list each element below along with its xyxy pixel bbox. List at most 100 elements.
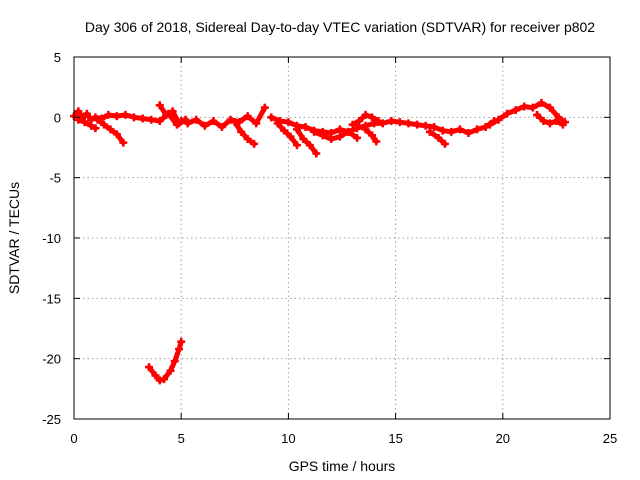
data-point bbox=[374, 116, 383, 125]
data-point bbox=[404, 119, 413, 128]
data-point bbox=[503, 109, 512, 118]
data-point bbox=[100, 120, 109, 129]
data-point bbox=[301, 122, 310, 131]
data-point bbox=[539, 116, 548, 125]
data-point bbox=[104, 110, 113, 119]
x-tick-label: 0 bbox=[70, 431, 77, 446]
data-point bbox=[312, 149, 321, 158]
data-point bbox=[252, 119, 261, 128]
x-axis-tick-labels: 0 5 10 15 20 25 bbox=[70, 431, 617, 446]
data-point bbox=[533, 110, 542, 119]
y-tick-label: -25 bbox=[42, 412, 61, 427]
data-point bbox=[310, 127, 319, 136]
data-point bbox=[91, 124, 100, 133]
data-point bbox=[106, 125, 115, 134]
data-point bbox=[147, 115, 156, 124]
x-tick-label: 5 bbox=[178, 431, 185, 446]
data-point bbox=[112, 112, 121, 121]
y-axis-title: SDTVAR / TECUs bbox=[6, 182, 22, 294]
data-point bbox=[327, 135, 336, 144]
data-point bbox=[192, 115, 201, 124]
series-line-arc-8 bbox=[275, 120, 300, 148]
data-point bbox=[344, 127, 353, 136]
data-point bbox=[348, 120, 357, 129]
data-point bbox=[558, 120, 567, 129]
series-line-arc-6 bbox=[232, 119, 257, 147]
data-point bbox=[545, 119, 554, 128]
data-point bbox=[119, 138, 128, 147]
data-point bbox=[237, 127, 246, 136]
data-point bbox=[447, 127, 456, 136]
data-point bbox=[434, 133, 443, 142]
y-tick-label: -5 bbox=[49, 171, 61, 186]
data-point bbox=[413, 120, 422, 129]
data-point bbox=[162, 110, 171, 119]
data-point bbox=[138, 114, 147, 123]
data-point bbox=[335, 125, 344, 134]
y-tick-label: -15 bbox=[42, 291, 61, 306]
axis-ticks bbox=[73, 56, 611, 420]
series-line-arc-5 bbox=[185, 105, 268, 130]
data-point bbox=[425, 127, 434, 136]
data-point bbox=[243, 112, 252, 121]
data-point bbox=[395, 118, 404, 127]
data-point bbox=[455, 125, 464, 134]
data-point bbox=[353, 133, 362, 142]
y-tick-label: 0 bbox=[54, 110, 61, 125]
data-point bbox=[481, 122, 490, 131]
data-point bbox=[494, 115, 503, 124]
chart-title: Day 306 of 2018, Sidereal Day-to-day VTE… bbox=[85, 19, 595, 35]
data-point bbox=[209, 116, 218, 125]
data-point bbox=[361, 125, 370, 134]
data-point bbox=[299, 135, 308, 144]
data-point bbox=[260, 103, 269, 112]
x-tick-label: 20 bbox=[496, 431, 510, 446]
data-point bbox=[430, 122, 439, 131]
data-point bbox=[545, 103, 554, 112]
data-point bbox=[250, 139, 259, 148]
data-point bbox=[520, 102, 529, 111]
data-point bbox=[378, 119, 387, 128]
data-point bbox=[112, 130, 121, 139]
series-line-arc-14 bbox=[487, 100, 568, 128]
data-point bbox=[168, 107, 177, 116]
data-point bbox=[438, 126, 447, 135]
data-point bbox=[87, 121, 96, 130]
data-point bbox=[528, 103, 537, 112]
data-point bbox=[155, 101, 164, 110]
data-point bbox=[305, 141, 314, 150]
data-point bbox=[130, 113, 139, 122]
data-point bbox=[368, 131, 377, 140]
data-point bbox=[335, 132, 344, 141]
data-point bbox=[387, 116, 396, 125]
grid bbox=[74, 57, 610, 419]
y-tick-label: 5 bbox=[54, 50, 61, 65]
data-point bbox=[74, 107, 83, 116]
data-point bbox=[355, 116, 364, 125]
data-point bbox=[511, 106, 520, 115]
y-axis-tick-labels: 5 0 -5 -10 -15 -20 -25 bbox=[42, 50, 61, 427]
data-point bbox=[368, 113, 377, 122]
x-tick-label: 15 bbox=[388, 431, 402, 446]
data-point bbox=[284, 118, 293, 127]
data-point bbox=[473, 125, 482, 134]
data-point bbox=[372, 137, 381, 146]
data-point bbox=[361, 110, 370, 119]
data-point bbox=[440, 139, 449, 148]
y-tick-label: -20 bbox=[42, 352, 61, 367]
data-point bbox=[353, 124, 362, 133]
data-point bbox=[537, 98, 546, 107]
data-point bbox=[243, 135, 252, 144]
y-tick-label: -10 bbox=[42, 231, 61, 246]
data-point bbox=[151, 371, 160, 380]
data-point bbox=[200, 121, 209, 130]
series-group bbox=[70, 98, 569, 385]
data-point bbox=[217, 122, 226, 131]
data-point bbox=[175, 345, 184, 354]
data-point bbox=[82, 109, 91, 118]
data-point bbox=[170, 357, 179, 366]
data-point bbox=[464, 129, 473, 138]
data-point bbox=[166, 366, 175, 375]
data-point bbox=[552, 116, 561, 125]
data-point bbox=[280, 126, 289, 135]
